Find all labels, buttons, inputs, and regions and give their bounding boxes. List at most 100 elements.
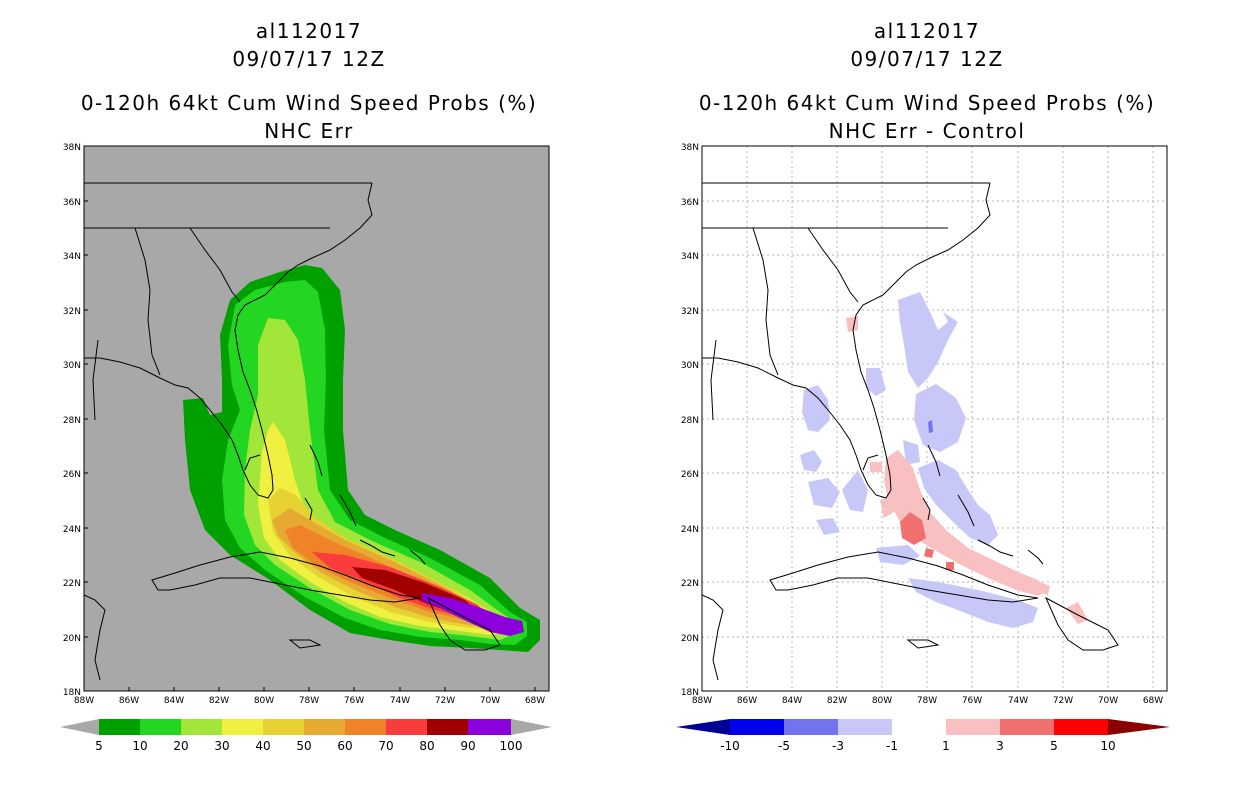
diff-negative-west xyxy=(800,450,822,472)
right-coastlines xyxy=(702,182,1119,681)
left-colorbar-label: 100 xyxy=(500,739,523,753)
right-colorbar-label: -3 xyxy=(832,739,844,753)
diff-negative-central xyxy=(918,460,998,545)
diff-positive xyxy=(846,316,858,332)
diff-negative-west xyxy=(808,478,840,508)
diff-positive xyxy=(870,462,882,472)
right-colorbar-label: 3 xyxy=(996,739,1004,753)
left-lat-label: 22N xyxy=(63,579,81,589)
left-lat-label: 36N xyxy=(63,198,81,208)
left-colorbar-label: 70 xyxy=(378,739,393,753)
left-colorbar-label: 20 xyxy=(173,739,188,753)
right-colorbar-over-arrow xyxy=(1108,719,1170,735)
diff-negative-central xyxy=(898,292,958,388)
right-lat-label: 22N xyxy=(681,579,699,589)
right-lon-label: 78W xyxy=(917,696,937,706)
diff-negative-south xyxy=(908,578,1038,628)
left-lat-label: 28N xyxy=(63,416,81,426)
contour-90-100 xyxy=(422,593,524,636)
right-colorbar-under-arrow xyxy=(676,719,730,735)
right-colorbar-label: 10 xyxy=(1100,739,1115,753)
right-colorbar-bin xyxy=(1000,719,1054,735)
right-colorbar-label: -5 xyxy=(778,739,790,753)
right-map-frame xyxy=(701,145,1168,692)
left-colorbar-over-arrow xyxy=(511,719,552,735)
left-lat-ticks xyxy=(84,200,536,691)
right-colorbar-bin xyxy=(838,719,892,735)
right-lat-label: 38N xyxy=(681,143,699,153)
diff-positive xyxy=(1038,582,1050,595)
diff-negative-west xyxy=(842,470,868,512)
left-lon-labels: 88W 86W 84W 82W 80W 78W 76W 74W 72W 70W … xyxy=(74,696,545,706)
right-lon-label: 74W xyxy=(1008,696,1028,706)
left-lon-label: 68W xyxy=(525,696,545,706)
left-colorbar-label: 60 xyxy=(337,739,352,753)
diff-negative-west xyxy=(816,518,840,535)
right-lat-label: 24N xyxy=(681,525,699,535)
left-colorbar-bin xyxy=(140,719,181,735)
left-colorbar-bin xyxy=(468,719,511,735)
right-title-storm: al112017 xyxy=(873,19,981,43)
left-lat-labels: 38N 36N 34N 32N 30N 28N 26N 24N 22N 20N … xyxy=(63,143,81,698)
right-gridlines xyxy=(702,146,1167,691)
left-lon-label: 76W xyxy=(344,696,364,706)
left-colorbar-bin xyxy=(386,719,427,735)
left-colorbar-label: 80 xyxy=(419,739,434,753)
diff-positive-mid xyxy=(946,562,954,570)
contour-30 xyxy=(258,422,507,635)
left-colorbar-label: 50 xyxy=(296,739,311,753)
right-colorbar-label: 5 xyxy=(1050,739,1058,753)
right-map: 38N 36N 34N 32N 30N 28N 26N 24N 22N 20N … xyxy=(676,143,1170,753)
left-colorbar-bin xyxy=(345,719,386,735)
left-title-subtitle: NHC Err xyxy=(264,119,354,143)
left-lon-label: 70W xyxy=(480,696,500,706)
left-colorbar-label: 90 xyxy=(460,739,475,753)
left-colorbar-label: 5 xyxy=(95,739,103,753)
right-title-subtitle: NHC Err - Control xyxy=(828,119,1026,143)
left-lat-label: 26N xyxy=(63,470,81,480)
left-colorbar-label: 10 xyxy=(132,739,147,753)
right-lon-label: 68W xyxy=(1143,696,1163,706)
right-lat-label: 18N xyxy=(681,688,699,698)
left-coastlines xyxy=(84,182,501,681)
right-lon-label: 76W xyxy=(962,696,982,706)
left-colorbar: 5 10 20 30 40 50 60 70 80 90 100 xyxy=(60,719,552,753)
left-lat-label: 38N xyxy=(63,143,81,153)
left-title-date: 09/07/17 12Z xyxy=(232,47,386,71)
right-colorbar-label: -1 xyxy=(886,739,898,753)
right-lon-label: 88W xyxy=(692,696,712,706)
right-lat-label: 28N xyxy=(681,416,699,426)
left-lon-label: 82W xyxy=(209,696,229,706)
left-lon-label: 72W xyxy=(435,696,455,706)
right-lat-label: 36N xyxy=(681,198,699,208)
left-lat-label: 34N xyxy=(63,252,81,262)
left-colorbar-bin xyxy=(304,719,345,735)
left-lat-label: 24N xyxy=(63,525,81,535)
right-lat-label: 20N xyxy=(681,634,699,644)
left-probability-contours xyxy=(183,265,540,652)
left-colorbar-label: 30 xyxy=(214,739,229,753)
left-lon-label: 78W xyxy=(299,696,319,706)
right-lon-label: 84W xyxy=(782,696,802,706)
right-lat-label: 34N xyxy=(681,252,699,262)
diff-positive-mid xyxy=(924,548,934,558)
diff-negative-west xyxy=(866,368,886,396)
left-title-storm: al112017 xyxy=(255,19,363,43)
diff-negative-central xyxy=(914,384,966,452)
right-lat-label: 26N xyxy=(681,470,699,480)
diff-negative-south xyxy=(876,545,920,565)
right-colorbar-bin xyxy=(730,719,784,735)
right-lon-label: 70W xyxy=(1098,696,1118,706)
left-lon-label: 80W xyxy=(254,696,274,706)
right-colorbar-bin xyxy=(784,719,838,735)
left-lat-label: 32N xyxy=(63,307,81,317)
left-lat-label: 20N xyxy=(63,634,81,644)
diff-positive xyxy=(1066,602,1088,624)
diff-positive-mid xyxy=(900,512,926,545)
left-map: 38N 36N 34N 32N 30N 28N 26N 24N 22N 20N … xyxy=(60,143,552,753)
left-colorbar-bin xyxy=(99,719,140,735)
left-colorbar-bin xyxy=(427,719,468,735)
left-lat-label: 18N xyxy=(63,688,81,698)
right-difference-contours xyxy=(800,292,1088,628)
diff-negative-central xyxy=(903,440,920,465)
